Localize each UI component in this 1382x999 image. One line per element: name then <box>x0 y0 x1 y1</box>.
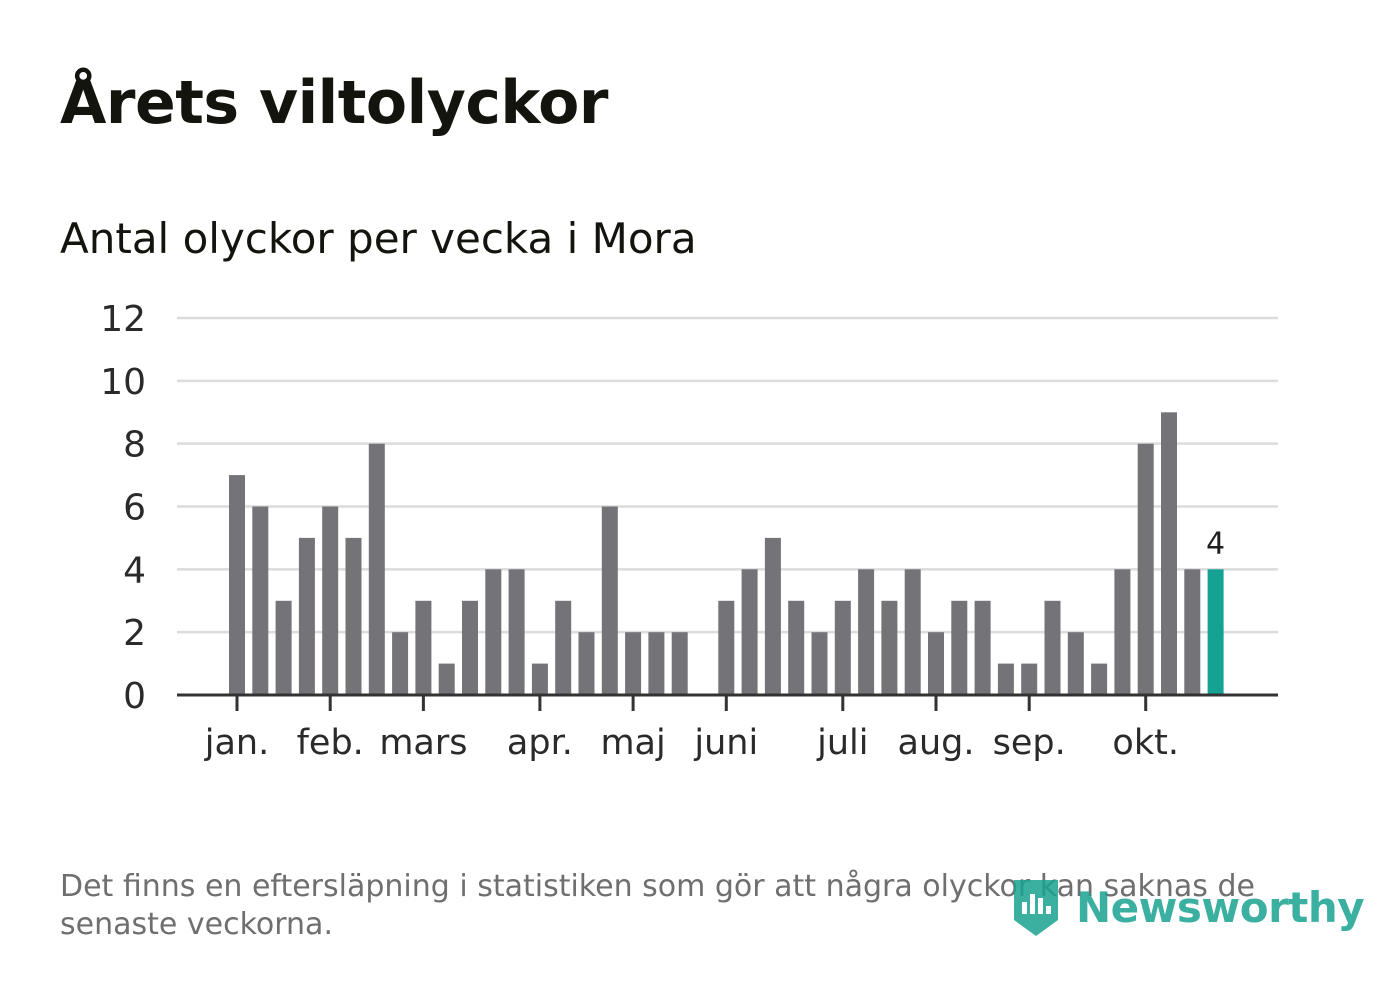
gridlines <box>177 316 1278 634</box>
bar <box>881 600 898 696</box>
bar <box>578 632 595 695</box>
y-tick-label: 10 <box>100 362 146 403</box>
bar <box>252 506 269 695</box>
y-tick-label: 12 <box>100 299 146 340</box>
bar <box>322 506 339 695</box>
bar <box>811 632 828 695</box>
bar <box>764 537 781 695</box>
y-tick-label: 2 <box>123 613 146 654</box>
bar <box>438 663 455 695</box>
bar <box>1021 663 1038 695</box>
bar <box>298 537 315 695</box>
bar <box>462 600 478 696</box>
chart-subtitle: Antal olyckor per vecka i Mora <box>60 214 697 263</box>
y-tick-label: 0 <box>123 676 146 717</box>
bar <box>928 632 944 695</box>
x-tick-label: sep. <box>993 723 1066 763</box>
newsworthy-logo: Newsworthy <box>1010 876 1365 938</box>
data-labels: 4 <box>1206 526 1225 561</box>
x-tick-label: juni <box>693 723 758 763</box>
bar <box>648 632 665 695</box>
y-tick-label: 6 <box>123 488 146 529</box>
bar <box>904 569 921 695</box>
bar <box>229 475 245 695</box>
bar <box>974 600 991 696</box>
chart-title: Årets viltolyckor <box>60 68 609 138</box>
bar <box>1114 569 1131 695</box>
highlight-value-label: 4 <box>1206 526 1225 561</box>
x-tick-label: apr. <box>507 723 573 763</box>
bar <box>1067 632 1084 695</box>
bar <box>997 663 1014 695</box>
x-tick-label: jan. <box>204 723 269 763</box>
x-tick-label: feb. <box>297 723 364 763</box>
bar <box>275 600 292 696</box>
bar <box>858 569 875 695</box>
bar <box>555 600 572 696</box>
bar-chart-badge-icon <box>1014 880 1058 936</box>
logo-text: Newsworthy <box>1076 882 1365 932</box>
bar <box>392 632 409 695</box>
y-tick-label: 8 <box>123 425 146 466</box>
x-tick-label: juli <box>816 723 868 763</box>
bar <box>485 569 502 695</box>
bar <box>951 600 968 696</box>
bar <box>415 600 432 696</box>
bar <box>1161 412 1177 696</box>
bar <box>368 443 385 695</box>
bar <box>1091 663 1108 695</box>
bar <box>834 600 851 696</box>
bars <box>229 412 1224 696</box>
bar <box>788 600 805 696</box>
bar <box>1184 569 1201 695</box>
bar <box>345 537 362 695</box>
x-tick-label: aug. <box>898 723 975 763</box>
bar-chart: 0 2 4 6 8 10 12 jan. feb. mars apr. maj juni juli aug… <box>100 299 1278 763</box>
bar <box>1137 443 1154 695</box>
y-axis-ticks: 0 2 4 6 8 10 12 <box>100 299 146 717</box>
bar <box>601 506 618 695</box>
bar <box>1044 600 1061 696</box>
x-tick-label: mars <box>379 723 467 763</box>
bar <box>718 600 735 696</box>
bar <box>508 569 525 695</box>
y-tick-label: 4 <box>123 550 146 591</box>
bar <box>625 632 642 695</box>
x-axis-ticks: jan. feb. mars apr. maj juni juli aug. sep. okt. <box>204 695 1179 763</box>
bar <box>531 663 548 695</box>
bar-highlight <box>1207 569 1224 695</box>
x-tick-label: okt. <box>1112 723 1179 763</box>
bar <box>741 569 758 695</box>
x-tick-label: maj <box>600 723 665 763</box>
bar <box>671 632 688 695</box>
